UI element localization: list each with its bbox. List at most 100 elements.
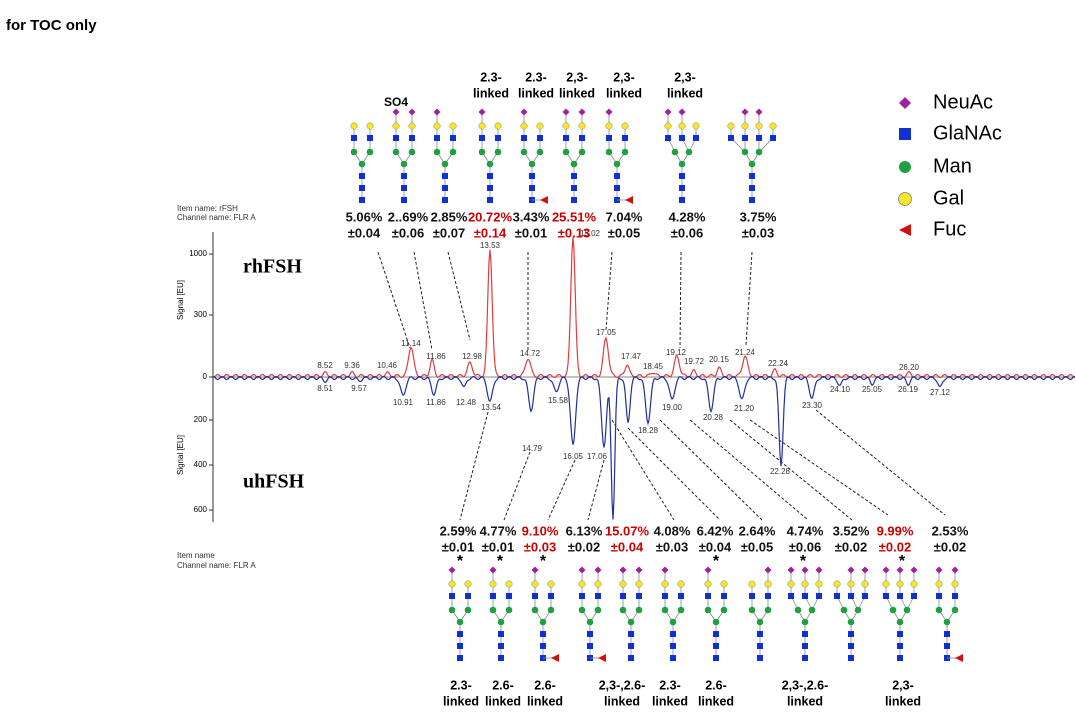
linkage-label: linked: [604, 694, 640, 708]
glcnac: [952, 593, 958, 599]
gal: [366, 122, 374, 130]
percent-sd: ±0.02: [835, 539, 867, 554]
peak-label: 12.98: [462, 352, 483, 361]
glcnac: [670, 655, 676, 661]
toc-note: for TOC only: [6, 17, 97, 34]
glcnac: [434, 135, 440, 141]
glcnac: [679, 173, 685, 179]
percent-sd: ±0.06: [789, 539, 821, 554]
man: [528, 160, 536, 168]
percent: 3.43%: [513, 209, 550, 224]
linkage-label: 2.3-: [525, 70, 547, 84]
linkage-label: 2.6-: [492, 678, 514, 692]
glcnac: [540, 643, 546, 649]
gal: [520, 122, 528, 130]
neuac: [801, 566, 809, 574]
linkage-label: linked: [885, 694, 921, 708]
man: [756, 618, 764, 626]
man: [854, 606, 862, 614]
percent-sd: ±0.02: [934, 539, 966, 554]
sample-label: rhFSH: [243, 256, 302, 278]
man: [889, 606, 897, 614]
gal: [433, 122, 441, 130]
legend-label: Fuc: [933, 218, 966, 240]
glcnac: [521, 135, 527, 141]
glcnac: [351, 135, 357, 141]
man: [539, 618, 547, 626]
gal: [896, 580, 904, 588]
glcnac: [848, 655, 854, 661]
glcnac: [897, 631, 903, 637]
glcnac: [457, 643, 463, 649]
asterisk: *: [800, 553, 807, 570]
peak-label: 9.36: [344, 361, 360, 370]
man: [896, 618, 904, 626]
glcnac: [450, 135, 456, 141]
percent: 2..69%: [388, 209, 429, 224]
glcnac: [749, 185, 755, 191]
peak-label: 11.14: [401, 339, 421, 348]
neuac: [562, 108, 570, 116]
asterisk: *: [497, 553, 504, 570]
neuac: [741, 108, 749, 116]
gal: [350, 122, 358, 130]
gal: [678, 122, 686, 130]
gal: [677, 580, 685, 588]
gal: [464, 580, 472, 588]
peak-label: 20.15: [709, 355, 730, 364]
legend-icon: [899, 224, 911, 236]
y-tick-label: 300: [194, 310, 208, 319]
neuac: [678, 108, 686, 116]
percent: 5.06%: [346, 209, 383, 224]
gal: [755, 122, 763, 130]
man: [464, 606, 472, 614]
gal: [847, 580, 855, 588]
peak-label: 14.72: [520, 349, 541, 358]
man: [661, 606, 669, 614]
percent: 15.07%: [605, 523, 650, 538]
peak-label: 18.45: [643, 362, 664, 371]
man: [433, 148, 441, 156]
gal: [635, 580, 643, 588]
neuac: [448, 566, 456, 574]
linkage-label: 2,3-,2.6-: [782, 678, 829, 692]
glcnac: [897, 593, 903, 599]
glcnac: [498, 631, 504, 637]
neuac: [578, 566, 586, 574]
peak-label: 15.58: [548, 396, 569, 405]
glcnac: [367, 135, 373, 141]
man: [366, 148, 374, 156]
glcnac: [506, 593, 512, 599]
glcnac: [679, 185, 685, 191]
neuac: [815, 566, 823, 574]
trace: [212, 237, 1076, 379]
neuac: [531, 566, 539, 574]
glcnac: [498, 655, 504, 661]
legend-icon: [898, 192, 912, 206]
man: [764, 606, 772, 614]
item-name: Item name: [177, 551, 215, 560]
percent: 4.74%: [787, 523, 824, 538]
glcnac: [401, 197, 407, 203]
peak-label: 21.20: [734, 404, 755, 413]
legend-icon: [899, 97, 911, 109]
percent: 6.13%: [566, 523, 603, 538]
peak-label: 19.72: [684, 357, 705, 366]
gal: [951, 580, 959, 588]
neuac: [935, 566, 943, 574]
percent-sd: ±0.02: [879, 539, 911, 554]
man: [685, 148, 693, 156]
man: [801, 618, 809, 626]
glcnac: [487, 185, 493, 191]
glcnac: [529, 185, 535, 191]
man: [748, 160, 756, 168]
neuac: [489, 566, 497, 574]
man: [755, 148, 763, 156]
man: [586, 618, 594, 626]
glcnac: [457, 631, 463, 637]
neuac: [392, 108, 400, 116]
neuac: [408, 108, 416, 116]
glcnac: [749, 593, 755, 599]
fuc: [625, 196, 633, 204]
